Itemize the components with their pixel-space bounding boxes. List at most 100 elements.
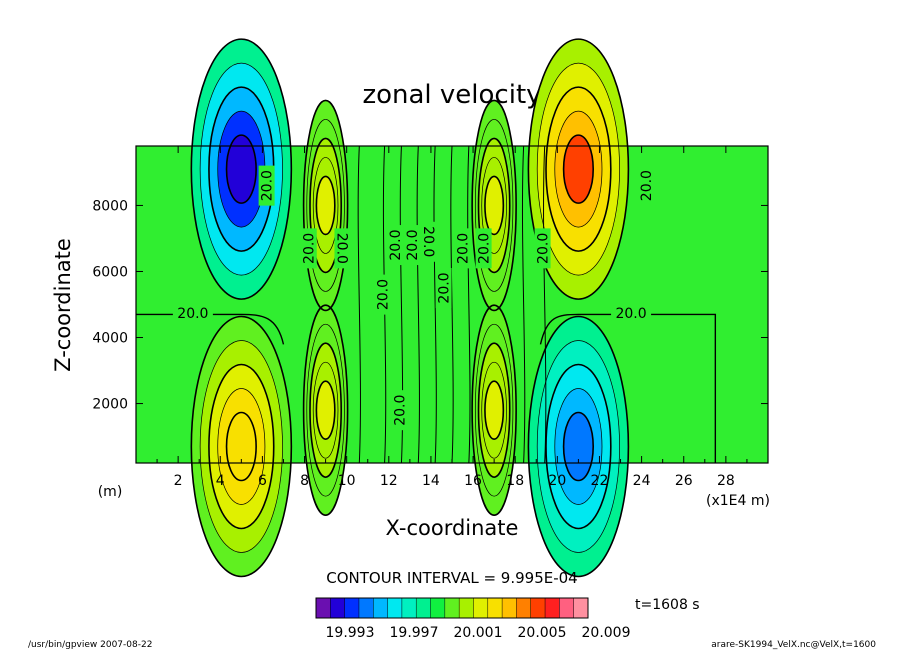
contour-label: 20.0 bbox=[477, 233, 493, 264]
time-label: t=1608 s bbox=[635, 597, 700, 613]
colorbar-swatch bbox=[344, 598, 360, 618]
colorbar-swatch bbox=[559, 598, 575, 618]
colorbar-swatch bbox=[573, 598, 589, 618]
contour-line bbox=[554, 110, 603, 228]
contour-interval-label: CONTOUR INTERVAL = 9.995E-04 bbox=[326, 569, 577, 587]
contour-lines bbox=[136, 38, 717, 578]
contour-line bbox=[521, 145, 526, 464]
label-backdrop bbox=[435, 267, 452, 308]
contour-label: 20.0 bbox=[392, 395, 408, 426]
colorbar-swatch bbox=[473, 598, 489, 618]
contour-label: 20.0 bbox=[456, 233, 472, 264]
x-unit-label: (m) bbox=[98, 484, 123, 500]
label-backdrop bbox=[420, 221, 437, 262]
contour-line bbox=[545, 363, 612, 530]
label-backdrop bbox=[534, 228, 551, 269]
contour-line bbox=[527, 315, 630, 578]
x-tick-label: 8 bbox=[300, 473, 309, 489]
contour-line bbox=[477, 342, 511, 478]
contour-line bbox=[467, 145, 471, 464]
contour-line bbox=[474, 323, 514, 497]
colorbar-swatch bbox=[373, 598, 389, 618]
contour-label: 20.0 bbox=[260, 170, 276, 201]
x-tick-label: 10 bbox=[338, 473, 356, 489]
colorbar-swatch bbox=[444, 598, 460, 618]
label-backdrop bbox=[387, 225, 404, 266]
contour-line bbox=[527, 38, 630, 300]
colorbar-tick-label: 20.009 bbox=[582, 625, 631, 641]
contour-line bbox=[357, 145, 361, 464]
colorbar-swatch bbox=[401, 598, 417, 618]
contour-line bbox=[309, 342, 343, 478]
contour-line bbox=[309, 137, 343, 274]
label-backdrop bbox=[403, 225, 420, 266]
colorbar-swatch bbox=[545, 598, 560, 618]
contour-line bbox=[208, 363, 275, 530]
contour-label: 20.0 bbox=[437, 272, 453, 303]
colorbar-swatch bbox=[416, 598, 432, 618]
contour-line bbox=[554, 388, 603, 505]
contour-line bbox=[306, 323, 345, 497]
contour-line bbox=[199, 340, 283, 553]
contour-line bbox=[536, 62, 620, 276]
contour-line bbox=[477, 137, 511, 274]
label-backdrop bbox=[172, 304, 213, 321]
colorbar-tick-label: 19.993 bbox=[326, 625, 375, 641]
x-axis: 2 4 6 8 10 12 14 16 18 20 22 24 26 28 bbox=[156, 146, 748, 489]
contour-line bbox=[474, 119, 514, 292]
colorbar-tick-labels: 19.993 19.997 20.001 20.005 20.009 bbox=[326, 625, 631, 641]
x-tick-label: 2 bbox=[174, 473, 183, 489]
x-tick-label: 16 bbox=[464, 473, 482, 489]
colorbar: 19.993 19.997 20.001 20.005 20.009 bbox=[315, 597, 631, 641]
fill-region bbox=[316, 381, 335, 440]
contour-label: 20.0 bbox=[375, 279, 391, 310]
label-backdrop bbox=[391, 390, 408, 431]
colorbar-swatch bbox=[316, 598, 331, 618]
y-axis-label: Z-coordinate bbox=[51, 238, 75, 372]
contour-line bbox=[416, 145, 420, 464]
contour-line bbox=[481, 157, 507, 254]
contour-line bbox=[481, 361, 507, 459]
contour-label: 20.0 bbox=[615, 306, 646, 322]
label-backdrop bbox=[300, 228, 317, 269]
contour-line bbox=[302, 304, 349, 516]
colorbar-tick-label: 19.997 bbox=[390, 625, 439, 641]
x-axis-label: X-coordinate bbox=[386, 516, 519, 540]
x-tick-label: 28 bbox=[717, 473, 735, 489]
x-tick-label: 26 bbox=[675, 473, 693, 489]
contour-line bbox=[536, 340, 620, 553]
label-backdrop bbox=[637, 165, 654, 206]
colorbar-swatch bbox=[459, 598, 474, 618]
x-tick-label: 12 bbox=[380, 473, 398, 489]
x-tick-label: 4 bbox=[216, 473, 225, 489]
label-backdrop bbox=[475, 228, 492, 269]
contour-line bbox=[225, 134, 257, 204]
label-backdrop bbox=[258, 165, 275, 206]
x-tick-label: 14 bbox=[422, 473, 440, 489]
contour-label: 20.0 bbox=[405, 229, 421, 260]
contour-label: 20.0 bbox=[302, 233, 318, 264]
contour-line bbox=[450, 145, 454, 464]
contour-line bbox=[302, 99, 349, 312]
y-tick-label: 8000 bbox=[92, 198, 128, 214]
colorbar-swatch bbox=[387, 598, 403, 618]
y-axis: 2000 4000 6000 8000 bbox=[92, 198, 768, 413]
contour-line bbox=[312, 361, 339, 459]
y-tick-label: 6000 bbox=[92, 264, 128, 280]
label-backdrop bbox=[611, 304, 652, 321]
contour-label: 20.0 bbox=[639, 170, 655, 201]
fill-region bbox=[563, 135, 594, 204]
plot-area: 20.0 20.020.020.0 20.020.020.0 20.020.020.0… bbox=[135, 38, 769, 578]
contour-line bbox=[545, 86, 612, 252]
contour-line bbox=[315, 175, 336, 236]
y-tick-label: 2000 bbox=[92, 397, 128, 413]
colorbar-swatch bbox=[430, 598, 446, 618]
footer-left: /usr/bin/gpview 2007-08-22 bbox=[28, 640, 153, 650]
colorbar-tick-label: 20.005 bbox=[518, 625, 567, 641]
contour-line bbox=[543, 145, 547, 464]
contour-line bbox=[190, 38, 293, 300]
footer-right: arare-SK1994_VelX.nc@VelX,t=1600 bbox=[711, 640, 876, 650]
contour-label: 20.0 bbox=[177, 306, 208, 322]
label-backdrop bbox=[374, 274, 391, 315]
